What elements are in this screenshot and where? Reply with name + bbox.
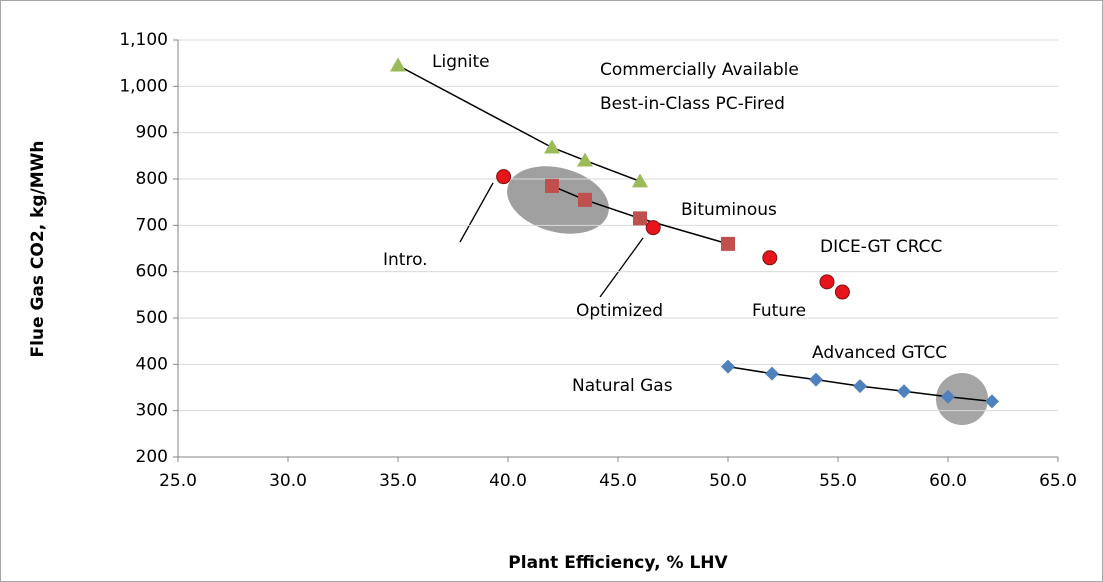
- y-tick-label: 300: [136, 401, 168, 421]
- marker: [721, 236, 735, 251]
- x-tick-label: 55.0: [819, 471, 857, 491]
- y-tick-label: 900: [136, 123, 168, 143]
- annotation: Best-in-Class PC-Fired: [600, 94, 785, 114]
- y-tick-label: 200: [136, 447, 168, 467]
- x-tick-label: 45.0: [599, 471, 637, 491]
- x-tick-label: 65.0: [1039, 471, 1077, 491]
- marker: [834, 284, 850, 300]
- callout-line: [599, 237, 644, 298]
- trendline: [397, 64, 641, 183]
- x-tick-label: 40.0: [489, 471, 527, 491]
- marker: [390, 57, 406, 72]
- marker: [545, 178, 559, 193]
- trendline: [551, 185, 729, 245]
- annotation: Lignite: [432, 52, 490, 72]
- annotation: Optimized: [576, 301, 663, 321]
- x-tick-label: 35.0: [379, 471, 417, 491]
- annotation: Advanced GTCC: [812, 343, 947, 363]
- x-tick-label: 25.0: [159, 471, 197, 491]
- highlight-circle: [936, 373, 988, 425]
- y-tick-label: 800: [136, 169, 168, 189]
- y-tick-label: 700: [136, 215, 168, 235]
- annotation: Future: [752, 301, 806, 321]
- y-tick-label: 1,100: [119, 30, 168, 50]
- marker: [544, 139, 560, 154]
- marker: [897, 384, 911, 399]
- x-tick-label: 30.0: [269, 471, 307, 491]
- y-tick-label: 500: [136, 308, 168, 328]
- y-tick-label: 400: [136, 354, 168, 374]
- marker: [578, 192, 592, 207]
- marker: [819, 274, 835, 290]
- annotation: Bituminous: [681, 200, 777, 220]
- annotation: DICE-GT CRCC: [820, 237, 942, 257]
- marker: [941, 389, 955, 404]
- annotation: Natural Gas: [572, 376, 673, 396]
- x-tick-label: 50.0: [709, 471, 747, 491]
- marker: [985, 394, 999, 409]
- annotation: Intro.: [383, 250, 428, 270]
- marker: [632, 173, 648, 188]
- x-axis-title: Plant Efficiency, % LHV: [508, 553, 728, 573]
- marker: [633, 211, 647, 226]
- marker: [853, 379, 867, 394]
- marker: [762, 250, 778, 266]
- annotation: Commercially Available: [600, 60, 799, 80]
- y-axis-title: Flue Gas CO2, kg/MWh: [28, 140, 48, 357]
- marker: [765, 366, 779, 381]
- y-tick-label: 600: [136, 262, 168, 282]
- marker: [496, 169, 512, 185]
- highlight-ellipse: [507, 166, 609, 234]
- x-tick-label: 60.0: [929, 471, 967, 491]
- marker: [721, 359, 735, 374]
- marker: [809, 372, 823, 387]
- callout-line: [459, 182, 494, 243]
- y-tick-label: 1,000: [119, 76, 168, 96]
- marker: [645, 220, 661, 236]
- marker: [577, 152, 593, 167]
